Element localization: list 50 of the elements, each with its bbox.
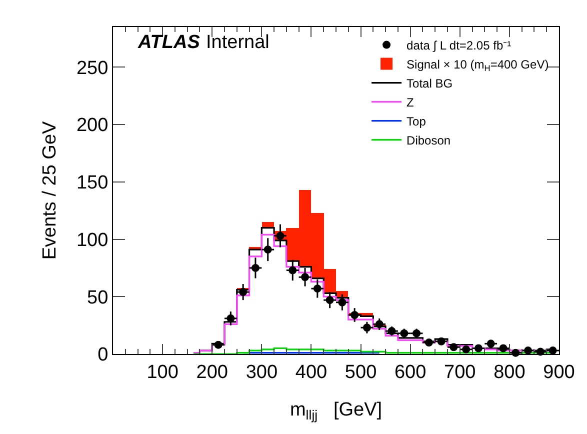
point (486, 340, 495, 348)
point (301, 273, 310, 282)
legend-label: Total BG (406, 76, 453, 90)
y-tick-label: 200 (76, 115, 108, 136)
y-tick-label: 100 (76, 230, 108, 251)
point (264, 246, 272, 254)
legend-label: Diboson (406, 133, 451, 148)
annotation: Internal (206, 32, 270, 53)
y-tick-label: 150 (76, 172, 108, 194)
x-tick-label: 100 (146, 362, 178, 383)
point (313, 284, 322, 293)
x-tick-label: 400 (295, 362, 328, 383)
y-tick-label: 50 (87, 287, 108, 308)
y-tick-label: 0 (98, 344, 108, 366)
x-tick-label: 200 (196, 362, 228, 383)
x-tick-label: 600 (394, 362, 426, 383)
point (412, 329, 421, 338)
point (388, 327, 396, 336)
point (362, 324, 371, 332)
y-tick-label: 250 (76, 58, 108, 79)
point (338, 298, 346, 306)
point (450, 343, 458, 352)
point (437, 337, 446, 346)
point (251, 264, 260, 272)
point (536, 348, 544, 356)
point (400, 329, 408, 338)
point (474, 344, 482, 352)
legend-label: Signal × 10 (m$_{H}$=400 GeV) (406, 57, 549, 73)
point (548, 346, 557, 355)
annotation: ATLAS (137, 32, 200, 53)
point (288, 266, 297, 274)
point (524, 346, 532, 355)
x-tick-label: 800 (494, 362, 526, 383)
x-tick-label: 300 (246, 362, 278, 383)
legend-label: data ∫ L dt=2.05 fb⁻¹ (406, 38, 512, 52)
x-tick-label: 700 (444, 362, 476, 383)
x-tick-label: 500 (344, 362, 377, 383)
point (214, 340, 222, 349)
point (239, 288, 248, 296)
point (499, 344, 508, 352)
legend-label: Top (406, 114, 426, 128)
point (462, 345, 470, 354)
y-axis-title: Events / 25 GeV (39, 121, 60, 260)
point (375, 320, 384, 328)
x-tick-label: 900 (543, 362, 575, 383)
point (424, 338, 433, 347)
point (326, 296, 334, 304)
x-axis-title: m$_{lljj}$ [GeV] (290, 400, 382, 423)
legend-label: Z (406, 95, 414, 110)
point (226, 314, 235, 322)
